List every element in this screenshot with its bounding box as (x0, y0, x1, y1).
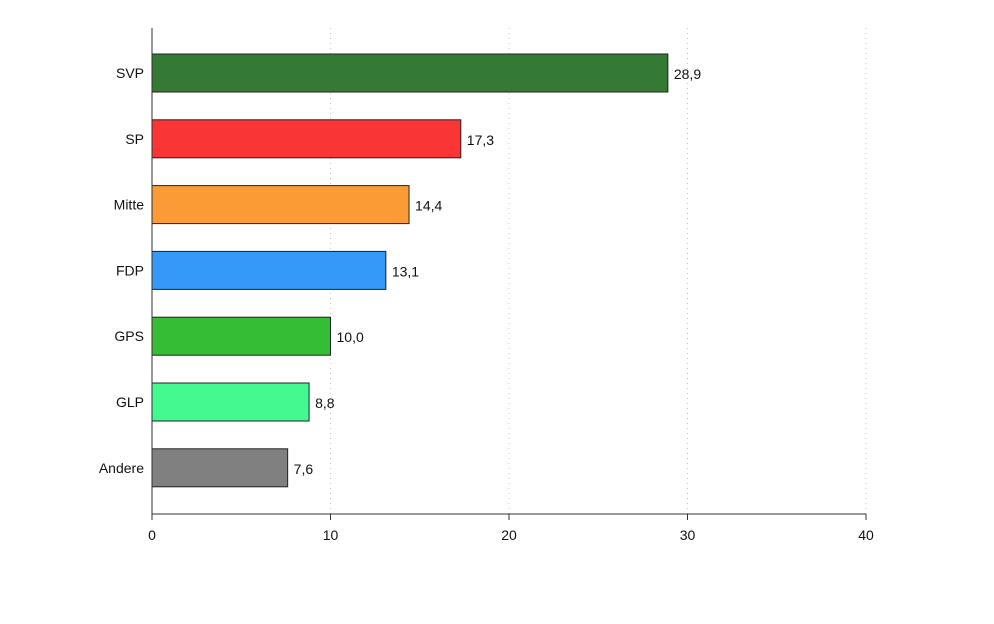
value-label-svp: 28,9 (674, 66, 701, 82)
bar-fdp (151, 250, 387, 290)
bar-gps (151, 316, 331, 356)
bar-glp (151, 382, 310, 422)
value-label-glp: 8,8 (315, 395, 335, 411)
category-label-gps: GPS (114, 328, 144, 344)
x-tick-label-0: 0 (148, 527, 156, 543)
value-label-sp: 17,3 (467, 132, 494, 148)
bar-sp (151, 119, 462, 159)
bar-svp (151, 53, 669, 93)
x-tick-label-30: 30 (680, 527, 696, 543)
bar-mitte (151, 185, 410, 225)
x-tick-label-40: 40 (858, 527, 874, 543)
value-label-gps: 10,0 (337, 329, 364, 345)
axis-layer (151, 28, 867, 520)
category-label-andere: Andere (99, 460, 144, 476)
value-label-mitte: 14,4 (415, 198, 442, 214)
value-label-fdp: 13,1 (392, 263, 419, 279)
grid-layer (330, 28, 867, 514)
x-tick-label-10: 10 (323, 527, 339, 543)
bar-layer (151, 53, 669, 488)
bar-andere (151, 448, 289, 488)
x-tick-label-20: 20 (501, 527, 517, 543)
label-layer: SVP 28,9 SP 17,3 Mitte 14,4 FDP 13,1 GPS 10,0 GLP 8… (99, 65, 874, 543)
category-label-fdp: FDP (116, 262, 144, 278)
category-label-mitte: Mitte (114, 197, 145, 213)
category-label-sp: SP (125, 131, 144, 147)
category-label-glp: GLP (116, 394, 144, 410)
value-label-andere: 7,6 (294, 461, 314, 477)
category-label-svp: SVP (116, 65, 144, 81)
